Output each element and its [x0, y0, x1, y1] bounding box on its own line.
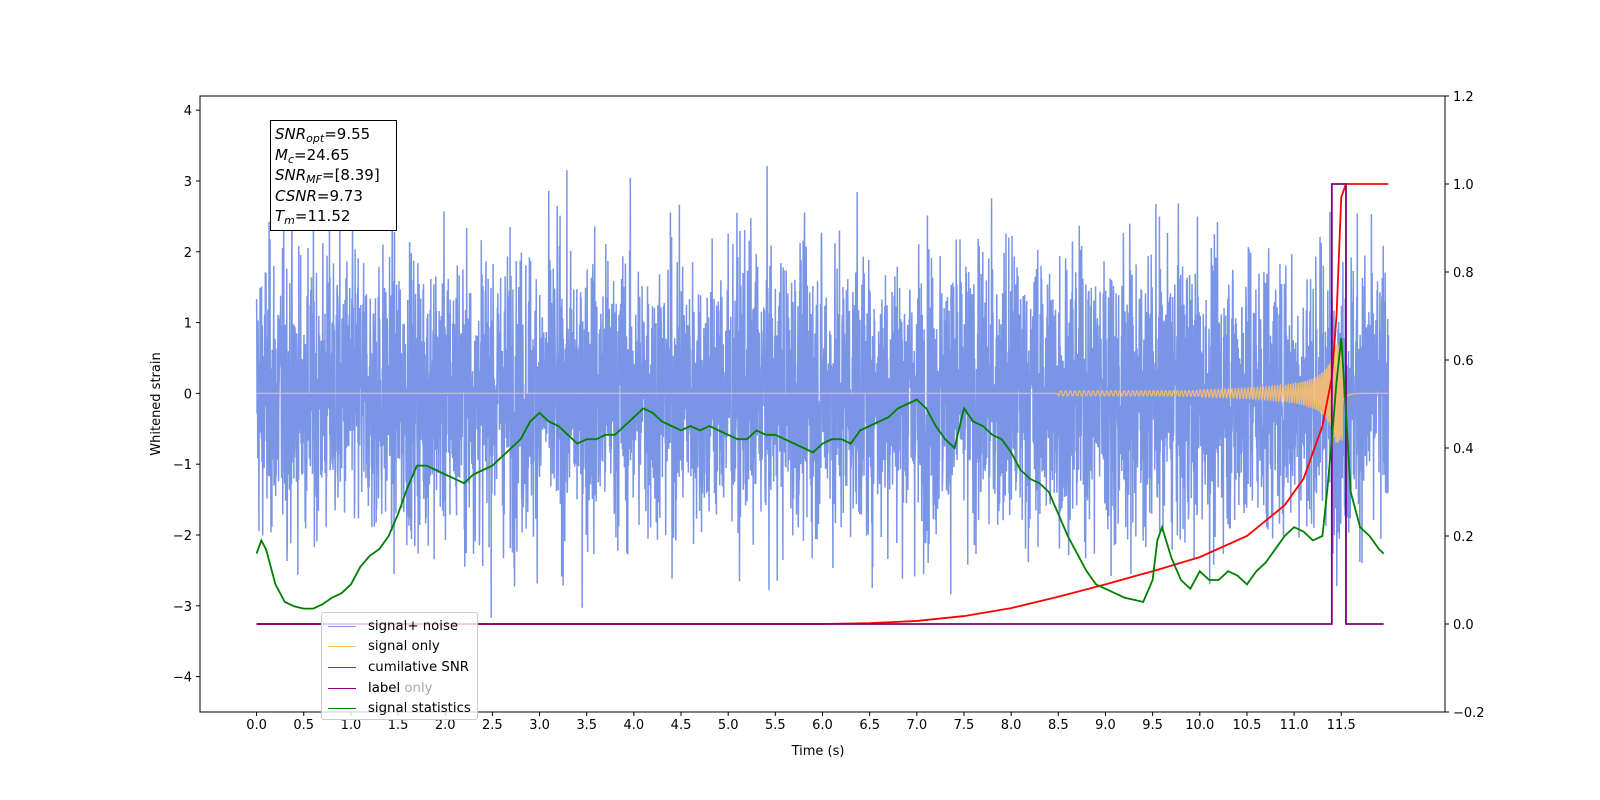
y-tick-label: 1 [184, 317, 192, 332]
legend-item-signal-noise: signal+ noise [328, 616, 473, 637]
mc-line: Mc=24.65 [275, 145, 350, 166]
x-tick-label: 8.5 [1048, 718, 1069, 733]
x-tick-label: 9.5 [1142, 718, 1163, 733]
snr-mf-value: =[8.39] [322, 166, 380, 184]
y-tick-label: 2 [184, 246, 192, 261]
legend-swatch [328, 625, 356, 627]
x-tick-label: 6.0 [812, 718, 833, 733]
x-tick-label: 1.0 [341, 718, 362, 733]
legend-label: signal statistics [368, 701, 471, 717]
y-tick-label: −4 [173, 671, 192, 686]
snr-info-box: SNRopt=9.55 Mc=24.65 SNRMF=[8.39] CSNR=9… [270, 120, 397, 231]
x-axis: 0.0 0.5 1.0 1.5 2.0 2.5 3.0 3.5 4.0 4.5 5.0 5.5 6.0 6… [246, 712, 1356, 733]
y2-tick-label: 1.2 [1453, 90, 1474, 105]
legend-label: cumilative SNR [368, 659, 470, 675]
x-tick-label: 1.5 [388, 718, 409, 733]
x-axis-label: Time (s) [791, 744, 845, 759]
y2-tick-label: −0.2 [1453, 706, 1485, 721]
legend-item-signal-only: signal only [328, 637, 473, 658]
legend: signal+ noise signal only cumilative SNR… [321, 612, 478, 720]
x-tick-label: 7.0 [906, 718, 927, 733]
y-tick-label: 4 [184, 104, 192, 119]
x-tick-label: 3.0 [529, 718, 550, 733]
y2-tick-label: 0.6 [1453, 354, 1474, 369]
y-tick-label: 0 [184, 387, 192, 402]
x-tick-label: 5.0 [718, 718, 739, 733]
series-cumilative-snr [256, 183, 1389, 625]
x-tick-label: 6.5 [859, 718, 880, 733]
snr-opt-line: SNRopt=9.55 [275, 125, 371, 145]
y2-tick-label: 0.0 [1453, 618, 1474, 633]
series-signal-statistics [255, 337, 1385, 610]
x-tick-label: 0.5 [293, 718, 314, 733]
legend-swatch [328, 666, 356, 668]
mc-value: =24.65 [294, 145, 350, 164]
plot-area [255, 165, 1390, 625]
x-tick-label: 11.0 [1280, 718, 1309, 733]
legend-label: label [368, 680, 401, 696]
y-axis-label: Whitened strain [149, 352, 164, 455]
y-tick-label: 3 [184, 175, 192, 190]
tm-value: =11.52 [294, 207, 351, 225]
legend-label: signal+ noise [368, 618, 459, 634]
legend-swatch [328, 708, 356, 710]
x-tick-label: 4.0 [624, 718, 645, 733]
x-tick-label: 10.0 [1185, 718, 1214, 733]
tm-line: Tm=11.52 [275, 207, 351, 227]
snr-mf-line: SNRMF=[8.39] [275, 166, 380, 186]
y-tick-label: −1 [173, 458, 192, 473]
series-label [256, 183, 1384, 625]
legend-label: signal only [368, 639, 440, 655]
y-tick-label: −2 [173, 529, 192, 544]
y2-tick-label: 0.2 [1453, 530, 1474, 545]
legend-item-cumulative-snr: cumilative SNR [328, 657, 473, 678]
x-tick-label: 5.5 [765, 718, 786, 733]
y2-tick-label: 0.4 [1453, 442, 1474, 457]
x-tick-label: 7.5 [954, 718, 975, 733]
y-tick-label: −3 [173, 600, 192, 615]
legend-swatch [328, 646, 356, 648]
series-signal-only [256, 344, 1389, 443]
x-tick-label: 2.5 [482, 718, 503, 733]
legend-swatch [328, 687, 356, 689]
csnr-line: CSNR=9.73 [275, 186, 363, 205]
x-tick-label: 9.0 [1095, 718, 1116, 733]
y-axis-left: −4 −3 −2 −1 0 1 2 3 4 [173, 104, 200, 686]
legend-item-label: label label only [328, 678, 473, 699]
x-tick-label: 2.0 [435, 718, 456, 733]
x-tick-label: 8.0 [1001, 718, 1022, 733]
x-tick-label: 4.5 [671, 718, 692, 733]
x-tick-label: 0.0 [246, 718, 267, 733]
legend-label-overlap: label only [368, 680, 433, 696]
x-tick-label: 10.5 [1232, 718, 1261, 733]
snr-opt-value: =9.55 [324, 125, 371, 143]
y2-tick-label: 0.8 [1453, 266, 1474, 281]
series-signal-noise [255, 165, 1390, 618]
legend-item-signal-statistics: signal statistics [328, 698, 473, 719]
y-axis-right: −0.2 0.0 0.2 0.4 0.6 0.8 1.0 1.2 [1445, 90, 1485, 721]
csnr-value: =9.73 [316, 186, 363, 205]
y2-tick-label: 1.0 [1453, 178, 1474, 193]
x-tick-label: 3.5 [576, 718, 597, 733]
x-tick-label: 11.5 [1327, 718, 1356, 733]
